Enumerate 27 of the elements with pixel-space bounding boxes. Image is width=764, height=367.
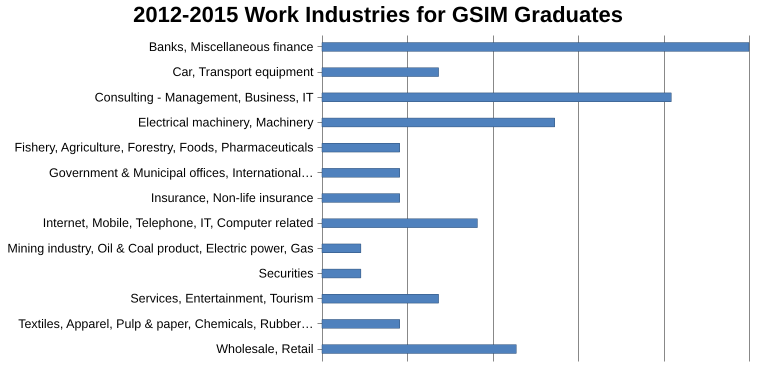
y-tick-label: Securities <box>258 266 314 281</box>
bar <box>322 268 362 278</box>
bar <box>322 142 400 152</box>
bar <box>322 67 439 77</box>
y-tick-label: Electrical machinery, Machinery <box>138 115 314 130</box>
bar <box>322 344 517 354</box>
y-tick-label: Government & Municipal offices, International… <box>49 166 314 180</box>
bar <box>322 218 478 228</box>
y-tick-label: Car, Transport equipment <box>172 65 314 80</box>
y-tick-label: Banks, Miscellaneous finance <box>148 40 314 54</box>
bar <box>322 193 400 203</box>
bar <box>322 319 400 329</box>
y-tick-label: Mining industry, Oil & Coal product, Electric power, Gas <box>7 241 314 256</box>
bar <box>322 118 555 128</box>
bar <box>322 168 400 178</box>
y-tick-label: Fishery, Agriculture, Forestry, Foods, Pharmaceuticals <box>14 140 314 155</box>
bar <box>322 92 672 102</box>
y-tick-label: Wholesale, Retail <box>216 342 314 356</box>
bar <box>322 42 750 52</box>
y-tick-label: Consulting - Management, Business, IT <box>94 90 314 104</box>
bar <box>322 294 439 304</box>
y-tick-label: Insurance, Non-life insurance <box>150 191 314 205</box>
y-tick-label: Internet, Mobile, Telephone, IT, Computer related <box>42 216 314 230</box>
y-tick-label: Services, Entertainment, Tourism <box>130 292 314 306</box>
bar <box>322 244 362 254</box>
y-tick-label: Textiles, Apparel, Pulp & paper, Chemicals, Rubber… <box>18 316 314 331</box>
chart-title: 2012-2015 Work Industries for GSIM Graduates <box>133 2 623 27</box>
